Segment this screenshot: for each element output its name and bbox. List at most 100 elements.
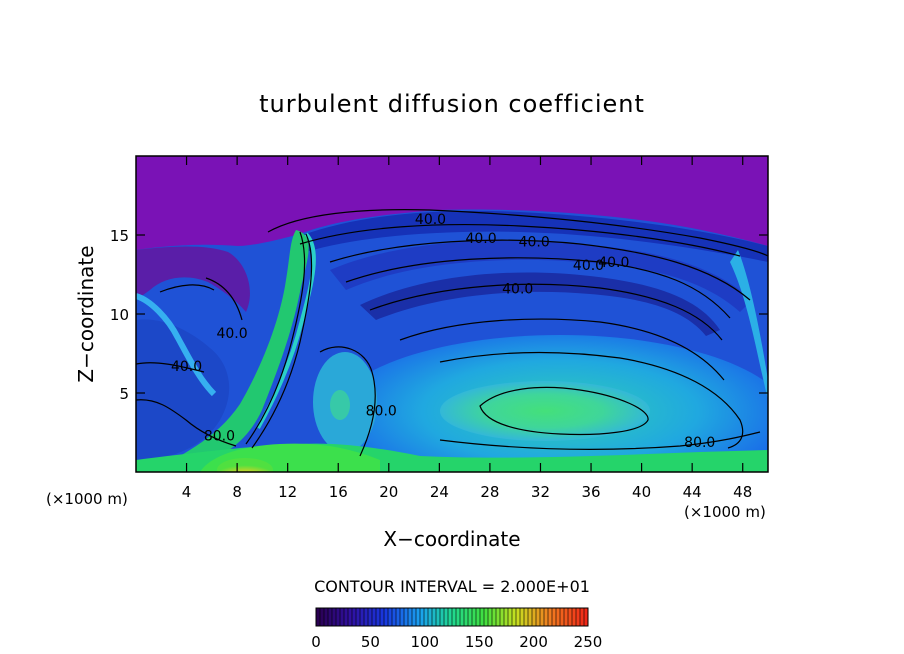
colorbar-cell [584, 608, 589, 626]
colorbar-cell [392, 608, 397, 626]
colorbar-cell [400, 608, 405, 626]
colorbar-cell [464, 608, 469, 626]
colorbar-cell [396, 608, 401, 626]
x-tick-label: 4 [182, 483, 192, 501]
contour-label: 40.0 [465, 231, 496, 247]
colorbar-cell [484, 608, 489, 626]
colorbar-cell [456, 608, 461, 626]
chart-title: turbulent diffusion coefficient [259, 90, 645, 118]
y-tick-label: 10 [110, 306, 129, 324]
rotor-core [330, 390, 350, 420]
colorbar-cell [516, 608, 521, 626]
upper-left-intrusion [136, 246, 250, 312]
colorbar-cell [316, 608, 321, 626]
colorbar-cell [552, 608, 557, 626]
colorbar-cell [388, 608, 393, 626]
colorbar-cell [448, 608, 453, 626]
colorbar-cell [424, 608, 429, 626]
colorbar-cell [380, 608, 385, 626]
colorbar-cell [356, 608, 361, 626]
colorbar-tick-label: 50 [361, 633, 380, 651]
contour-lines [136, 209, 768, 457]
colorbar-cell [420, 608, 425, 626]
x-tick-label: 40 [632, 483, 651, 501]
colorbar-cell [528, 608, 533, 626]
x-tick-label: 28 [480, 483, 499, 501]
colorbar-cell [504, 608, 509, 626]
colorbar-cell [432, 608, 437, 626]
x-tick-label: 8 [232, 483, 242, 501]
contour-interval-text: CONTOUR INTERVAL = 2.000E+01 [314, 577, 590, 596]
colorbar-cell [364, 608, 369, 626]
colorbar-cell [376, 608, 381, 626]
contour-labels: 40.040.0 40.040.040.040.040.040.080.080.0… [171, 212, 715, 451]
colorbar-cell [520, 608, 525, 626]
colorbar-cell [568, 608, 573, 626]
x-axis-ticks: 4 8 12 16 20 24 28 32 36 40 44 48 [182, 156, 752, 501]
colorbar-cell [564, 608, 569, 626]
colorbar-cell [408, 608, 413, 626]
colorbar-cell [404, 608, 409, 626]
anvil-band-2 [330, 240, 752, 312]
colorbar-cell [452, 608, 457, 626]
x-tick-label: 20 [379, 483, 398, 501]
colorbar-cell [548, 608, 553, 626]
colorbar-cell [480, 608, 485, 626]
colorbar-tick-labels: 0 50 100 150 200 250 [311, 633, 602, 651]
colorbar-cell [324, 608, 329, 626]
anvil-band-3 [360, 272, 720, 336]
colorbar-cell [340, 608, 345, 626]
colorbar-cell [556, 608, 561, 626]
colorbar-cell [468, 608, 473, 626]
colorbar-cell [412, 608, 417, 626]
colorbar-cell [572, 608, 577, 626]
left-lower-region [136, 319, 230, 462]
colorbar-cell [352, 608, 357, 626]
colorbar [315, 607, 589, 627]
colorbar-tick-label: 250 [574, 633, 603, 651]
x-axis-unit: (×1000 m) [684, 503, 766, 521]
colorbar-cell [544, 608, 549, 626]
colorbar-cell [472, 608, 477, 626]
contour-label: 80.0 [684, 435, 715, 451]
colorbar-cell [536, 608, 541, 626]
contour-label: 40.0 [519, 234, 550, 250]
colorbar-cell [368, 608, 373, 626]
stratosphere-region [136, 156, 768, 250]
colorbar-cell [508, 608, 513, 626]
colorbar-cell [428, 608, 433, 626]
updraft-column [150, 230, 309, 472]
colorbar-cell [332, 608, 337, 626]
colorbar-cell [476, 608, 481, 626]
y-axis-unit: (×1000 m) [46, 490, 128, 508]
colorbar-cell [384, 608, 389, 626]
colorbar-cell [460, 608, 465, 626]
x-tick-label: 24 [430, 483, 449, 501]
dome-core [440, 381, 650, 441]
colorbar-cell [524, 608, 529, 626]
colorbar-cell [488, 608, 493, 626]
y-tick-label: 15 [110, 227, 129, 245]
colorbar-cell [440, 608, 445, 626]
colorbar-cell [512, 608, 517, 626]
colorbar-tick-label: 150 [465, 633, 494, 651]
x-tick-label: 44 [683, 483, 702, 501]
colorbar-cell [336, 608, 341, 626]
contour-label: 40.0 [415, 212, 446, 228]
surface-max [217, 458, 273, 472]
updraft-column-edge [256, 232, 316, 429]
contour-label: 40.0 [573, 258, 604, 274]
colorbar-cell [444, 608, 449, 626]
colorbar-cell [360, 608, 365, 626]
x-tick-label: 32 [531, 483, 550, 501]
colorbar-cell [500, 608, 505, 626]
colorbar-cell [532, 608, 537, 626]
y-axis-ticks: 5 10 15 [110, 227, 768, 403]
colorbar-tick-label: 0 [311, 633, 321, 651]
colorbar-cell [576, 608, 581, 626]
colorbar-cell [328, 608, 333, 626]
x-tick-label: 36 [581, 483, 600, 501]
colorbar-cell [492, 608, 497, 626]
contour-field [136, 156, 768, 472]
